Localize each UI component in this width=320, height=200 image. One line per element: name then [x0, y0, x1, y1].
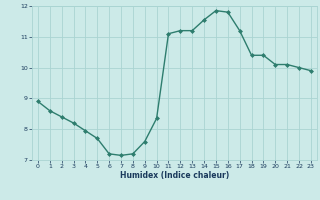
X-axis label: Humidex (Indice chaleur): Humidex (Indice chaleur): [120, 171, 229, 180]
